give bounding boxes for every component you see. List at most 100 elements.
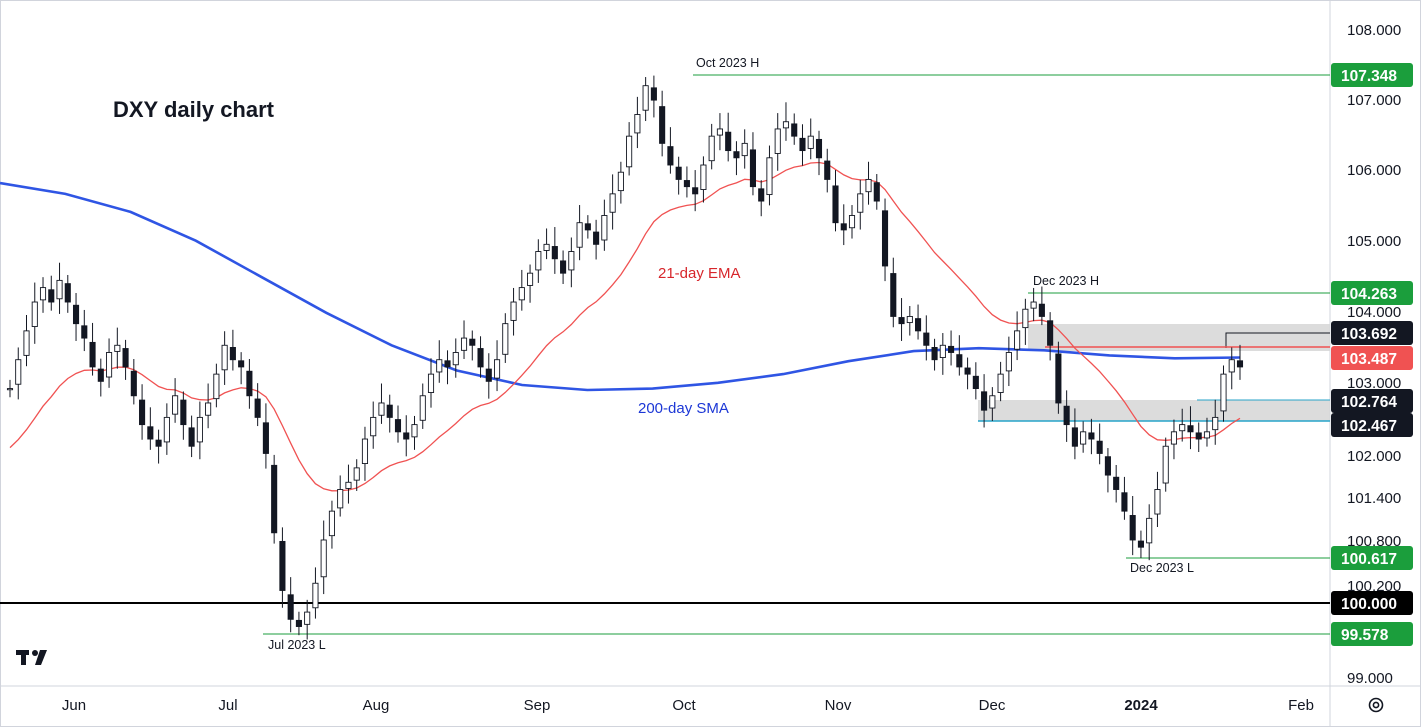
candle-down — [931, 347, 938, 361]
level-line-103692 — [1225, 332, 1330, 348]
candle-down — [229, 347, 236, 361]
candle-up — [1179, 424, 1186, 432]
candle-up — [39, 287, 47, 301]
candle-up — [205, 402, 212, 416]
y-tick: 106.000 — [1347, 162, 1401, 179]
candle-up — [1005, 352, 1012, 372]
candle-up — [997, 373, 1004, 393]
candle-up — [411, 424, 418, 438]
candle-down — [279, 540, 286, 591]
candle-down — [64, 283, 71, 303]
sma-200-line — [0, 181, 1241, 392]
candle-down — [890, 273, 897, 317]
support-zone — [978, 400, 1330, 421]
candle-down — [898, 317, 905, 325]
x-tick-year: 2024 — [1124, 697, 1158, 714]
candle-down — [923, 332, 930, 346]
price-tag-bg — [1331, 346, 1413, 370]
y-tick: 103.000 — [1347, 375, 1401, 392]
y-tick: 100.800 — [1347, 533, 1401, 550]
candle-down — [650, 87, 657, 101]
candle-down — [749, 149, 757, 188]
candle-down — [238, 360, 245, 368]
candle-up — [172, 395, 179, 415]
candle-down — [1063, 405, 1070, 426]
candle-down — [287, 594, 294, 620]
price-tag-bg — [1331, 389, 1413, 413]
candle-up — [1212, 416, 1219, 431]
candle-up — [1146, 517, 1153, 544]
candle-up — [304, 611, 311, 625]
candle-down — [584, 223, 591, 231]
candle-down — [692, 187, 699, 195]
price-tag-bg — [1331, 63, 1413, 87]
candle-up — [15, 359, 22, 385]
annotation-oct-high: Oct 2023 H — [696, 56, 759, 70]
candle-up — [1203, 431, 1211, 439]
candle-down — [386, 404, 393, 418]
candle-down — [1071, 427, 1078, 447]
x-tick: Feb — [1288, 697, 1314, 714]
candle-up — [427, 373, 435, 393]
settings-gear-icon[interactable] — [1368, 697, 1384, 713]
candle-down — [1187, 425, 1194, 433]
y-tick: 100.200 — [1347, 578, 1401, 595]
candle-down — [48, 289, 55, 303]
candle-down — [799, 137, 806, 152]
candle-up — [708, 135, 715, 162]
candle-down — [1236, 360, 1244, 368]
candle-up — [543, 243, 550, 251]
candle-down — [180, 399, 187, 426]
price-tag-bg — [1331, 413, 1413, 437]
candle-up — [460, 337, 468, 351]
candle-up — [741, 142, 748, 157]
candle-up — [865, 178, 872, 193]
candle-up — [502, 323, 509, 355]
candle-down — [948, 345, 955, 353]
ema-label: 21-day EMA — [658, 265, 741, 282]
candle-down — [394, 419, 402, 433]
candle-up — [1220, 373, 1227, 412]
candle-down — [89, 341, 96, 368]
candle-up — [345, 481, 352, 489]
candle-up — [857, 193, 864, 213]
candle-up — [361, 438, 369, 465]
candle-down — [815, 138, 823, 159]
candle-down — [675, 166, 682, 180]
price-tag-99578: 99.578 — [1341, 627, 1389, 644]
y-tick: 101.400 — [1347, 490, 1401, 507]
candle-up — [568, 251, 575, 271]
candle-up — [700, 164, 707, 190]
candle-up — [1080, 431, 1087, 445]
candle-down — [956, 354, 963, 368]
annotation-dec-high: Dec 2023 H — [1033, 274, 1099, 288]
candle-down — [403, 432, 410, 440]
candle-up — [1162, 445, 1169, 484]
candle-up — [535, 251, 542, 271]
candle-up — [989, 395, 996, 409]
candle-down — [1047, 320, 1054, 346]
candle-down — [485, 368, 492, 382]
sma-label: 200-day SMA — [638, 400, 729, 417]
annotation-jul-low: Jul 2023 L — [268, 638, 326, 652]
candle-down — [824, 160, 831, 180]
candle-down — [477, 348, 484, 368]
candle-down — [1137, 540, 1144, 548]
candle-up — [213, 373, 220, 400]
x-tick: Nov — [825, 697, 852, 714]
candle-down — [964, 367, 971, 375]
candle-up — [106, 352, 113, 378]
candle-up — [6, 388, 14, 391]
candle-down — [81, 325, 88, 339]
candle-down — [444, 360, 451, 368]
candle-up — [378, 402, 385, 416]
candle-down — [659, 106, 666, 144]
candle-up — [848, 215, 856, 229]
candle-up — [716, 128, 723, 136]
candle-down — [1129, 515, 1136, 541]
candle-up — [634, 114, 641, 134]
annotation-dec-low: Dec 2023 L — [1130, 561, 1194, 575]
price-tag-bg — [1331, 546, 1413, 570]
price-tag-100000: 100.000 — [1341, 596, 1397, 613]
